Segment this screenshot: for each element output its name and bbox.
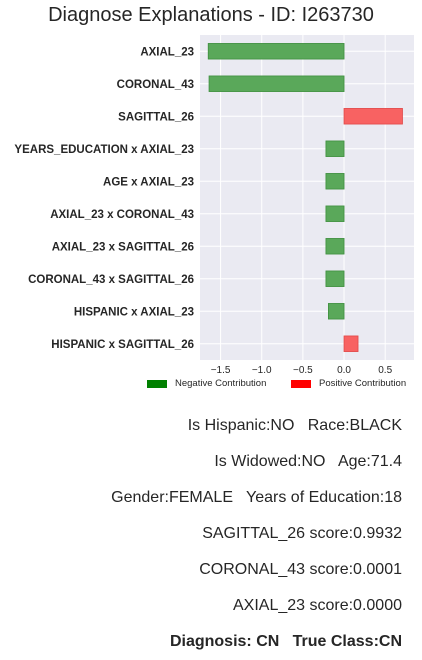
info-line-diagnosis: Diagnosis: CN True Class:CN	[169, 633, 402, 650]
category-label: HISPANIC x AXIAL_23	[74, 306, 194, 318]
x-tick-labels: −1.5 −1.0 −0.5 0.0 0.5	[211, 365, 393, 376]
info-line-gender-education: Gender:FEMALE Years of Education:18	[111, 489, 402, 506]
legend-swatch-negative	[147, 379, 167, 388]
bar-hispanic-x-axial-23	[327, 303, 345, 320]
x-tick-label: 0.0	[337, 365, 351, 376]
legend-swatch-positive	[291, 379, 311, 388]
category-label: AXIAL_23 x CORONAL_43	[50, 209, 194, 221]
x-tick-label: −1.0	[252, 365, 272, 376]
legend: Negative Contribution Positive Contribut…	[0, 378, 422, 392]
category-label: AXIAL_23	[140, 46, 194, 58]
bar-coronal-43-x-sagittal-26	[325, 270, 345, 287]
category-label: CORONAL_43	[117, 79, 194, 91]
bar-axial-23-x-coronal-43	[325, 205, 345, 222]
contribution-bar-chart: AXIAL_23 CORONAL_43 SAGITTAL_26 YEARS_EDUCA…	[14, 35, 414, 376]
bar-coronal-43	[208, 75, 345, 92]
bar-hispanic-x-sagittal-26	[343, 335, 359, 352]
x-tick-label: 0.5	[378, 365, 392, 376]
category-label: YEARS_EDUCATION x AXIAL_23	[14, 144, 194, 156]
bars	[207, 43, 403, 352]
legend-item-negative: Negative Contribution	[147, 378, 266, 389]
bar-age-x-axial-23	[325, 173, 345, 190]
x-tick-label: −0.5	[293, 365, 313, 376]
x-tick-label: −1.5	[211, 365, 231, 376]
legend-label-positive: Positive Contribution	[319, 378, 407, 389]
category-label: AGE x AXIAL_23	[103, 176, 194, 188]
category-label: AXIAL_23 x SAGITTAL_26	[52, 241, 194, 253]
category-label: CORONAL_43 x SAGITTAL_26	[28, 274, 194, 286]
bar-axial-23-x-sagittal-26	[325, 238, 345, 255]
category-label: SAGITTAL_26	[118, 111, 194, 123]
category-labels: AXIAL_23 CORONAL_43 SAGITTAL_26 YEARS_EDUCA…	[14, 46, 194, 351]
info-line-widowed-age: Is Widowed:NO Age:71.4	[214, 453, 402, 470]
info-line-sagittal-score: SAGITTAL_26 score:0.9932	[202, 525, 402, 542]
bar-sagittal-26	[343, 108, 403, 125]
patient-info: Is Hispanic:NO Race:BLACK Is Widowed:NO …	[2, 408, 402, 660]
legend-item-positive: Positive Contribution	[291, 378, 406, 389]
bar-axial-23	[207, 43, 345, 60]
legend-label-negative: Negative Contribution	[175, 378, 267, 389]
info-line-axial-score: AXIAL_23 score:0.0000	[232, 597, 402, 614]
category-label: HISPANIC x SAGITTAL_26	[51, 339, 194, 351]
info-line-coronal-score: CORONAL_43 score:0.0001	[199, 561, 402, 578]
info-line-hispanic-race: Is Hispanic:NO Race:BLACK	[187, 417, 402, 434]
chart-title: Diagnose Explanations - ID: I263730	[48, 4, 374, 26]
bar-years-education-x-axial-23	[325, 140, 345, 157]
